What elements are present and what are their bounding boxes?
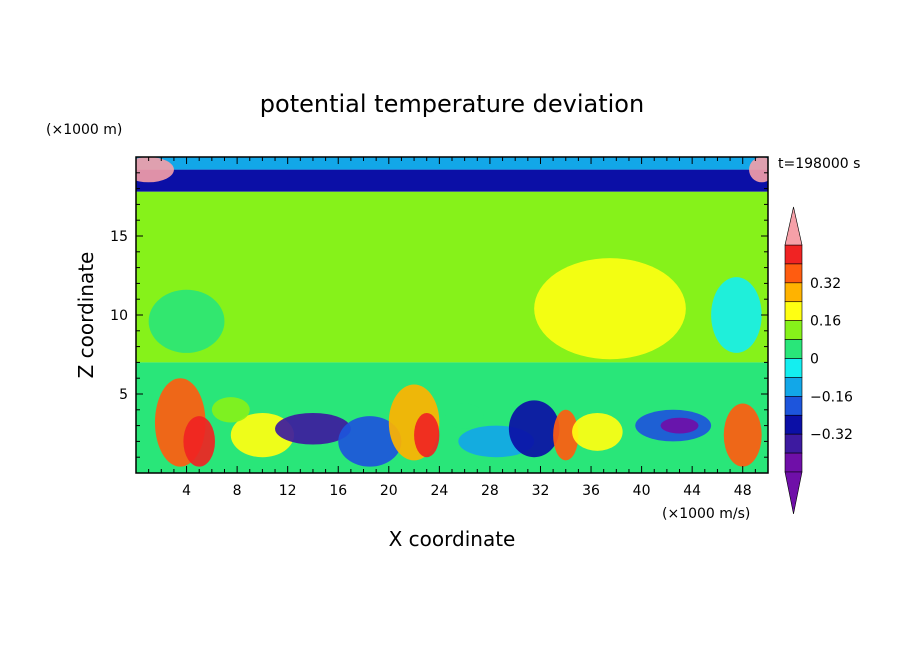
y-tick-label: 15 [110, 229, 128, 245]
x-tick-label: 12 [279, 483, 297, 499]
field-eddy [275, 412, 351, 445]
colorbar-swatch [784, 339, 803, 359]
field-eddy [660, 417, 699, 434]
x-tick-label: 48 [734, 483, 752, 499]
x-tick-label: 44 [683, 483, 701, 499]
time-label: t=198000 s [778, 156, 860, 172]
x-axis: 4 8 12 16 20 24 28 32 36 40 44 48 [148, 157, 756, 499]
field-eddy [508, 400, 560, 458]
x-tick-label: 24 [430, 483, 448, 499]
colorbar-swatch [784, 244, 803, 265]
field-eddy [553, 409, 579, 461]
x-tick-label: 4 [182, 483, 191, 499]
x-axis-label: X coordinate [389, 527, 516, 551]
x-tick-label: 16 [329, 483, 347, 499]
field-patch [136, 157, 174, 183]
colorbar-swatch [784, 282, 803, 303]
colorbar-swatch [784, 377, 803, 397]
x-tick-label: 36 [582, 483, 600, 499]
field-eddy [723, 403, 762, 467]
y-axis: 5 10 15 [110, 172, 768, 458]
colorbar-over-arrow [784, 206, 803, 246]
colorbar-label: −0.16 [810, 389, 853, 405]
field-patch [534, 258, 686, 360]
colorbar-swatch [784, 358, 803, 378]
x-tick-label: 40 [633, 483, 651, 499]
colorbar-under-arrow [784, 471, 803, 515]
field-patch [749, 157, 768, 183]
field-eddy [445, 403, 484, 429]
colorbar-swatch [784, 433, 803, 454]
x-tick-label: 28 [481, 483, 499, 499]
colorbar-label: −0.32 [810, 427, 853, 443]
y-tick-label: 5 [119, 387, 128, 403]
plot-area [136, 157, 768, 473]
colorbar-swatch [784, 320, 803, 340]
x-tick-label: 8 [233, 483, 242, 499]
x-unit-label: (×1000 m/s) [662, 506, 750, 522]
field-eddy [183, 416, 215, 467]
x-tick-label: 32 [532, 483, 550, 499]
x-tick-label: 20 [380, 483, 398, 499]
field-region [136, 191, 768, 363]
chart-title: potential temperature deviation [260, 90, 644, 118]
field-eddy [414, 412, 440, 458]
colorbar-label: 0.16 [810, 314, 841, 330]
y-tick-label: 10 [110, 308, 128, 324]
colorbar-swatch [784, 263, 803, 284]
colorbar-swatch [784, 301, 803, 321]
colorbar-label: 0.32 [810, 276, 841, 292]
field-eddy [338, 416, 402, 467]
colorbar-label: 0 [810, 352, 819, 368]
y-axis-label: Z coordinate [74, 252, 98, 379]
colorbar: 0.32 0.16 0 −0.16 −0.32 [784, 206, 853, 515]
y-unit-label: (×1000 m) [46, 122, 122, 138]
colorbar-swatch [784, 452, 803, 473]
field-eddy [572, 412, 623, 451]
field-region [136, 169, 768, 192]
field-region [136, 157, 768, 170]
colorbar-swatch [784, 414, 803, 435]
field-patch [711, 277, 762, 353]
colorbar-swatch [784, 396, 803, 416]
field-eddy [211, 397, 250, 423]
field-patch [148, 289, 225, 353]
